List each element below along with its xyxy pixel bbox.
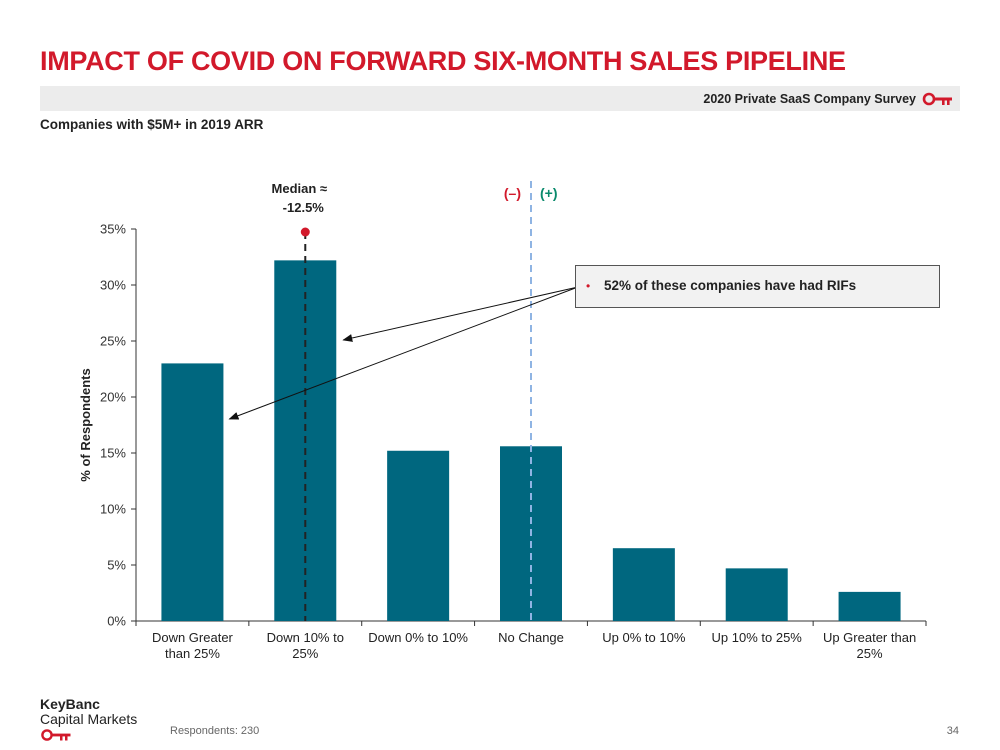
bar-0 [161,363,224,621]
y-tick-label: 0% [107,614,126,629]
y-tick-label: 25% [100,334,126,349]
callout-text: 52% of these companies have had RIFs [604,278,857,293]
y-axis-title: % of Respondents [78,368,93,481]
x-tick-label: 25% [857,646,883,661]
key-logo-icon [922,92,952,106]
negative-label: (–) [504,185,521,201]
logo-keybanc: KeyBanc [40,696,100,712]
page-number: 34 [946,725,959,737]
median-label-line1: Median ≈ [272,181,328,196]
median-marker-dot [300,227,310,237]
y-tick-label: 20% [100,390,126,405]
x-tick-label: Up Greater than [823,630,916,645]
y-tick-label: 30% [100,278,126,293]
bar-5 [725,568,788,621]
positive-label: (+) [540,185,558,201]
y-tick-label: 15% [100,446,126,461]
median-label-line2: -12.5% [283,200,325,215]
respondents-note: Respondents: 230 [170,725,260,737]
bar-6 [838,591,901,621]
x-tick-label: than 25% [165,646,220,661]
x-tick-label: No Change [498,630,564,645]
y-tick-label: 10% [100,502,126,517]
x-tick-label: Down 10% to [267,630,344,645]
footer-key-logo-icon [41,729,71,741]
x-tick-label: Down Greater [152,630,234,645]
bar-2 [387,450,450,621]
callout-arrow [228,286,579,420]
callout-arrow [342,286,579,342]
bar-4 [612,548,675,621]
page-title: IMPACT OF COVID ON FORWARD SIX-MONTH SAL… [40,46,846,76]
x-tick-label: Up 10% to 25% [712,630,803,645]
rif-callout: • 52% of these companies have had RIFs [575,265,940,308]
bullet-icon: • [586,279,591,293]
y-tick-label: 35% [100,222,126,237]
chart-subtitle: Companies with $5M+ in 2019 ARR [40,117,264,132]
x-tick-label: Down 0% to 10% [368,630,468,645]
logo-capital-markets: Capital Markets [40,711,138,727]
survey-label: 2020 Private SaaS Company Survey [703,92,916,106]
x-tick-label: Up 0% to 10% [602,630,686,645]
y-tick-label: 5% [107,558,126,573]
x-tick-label: 25% [292,646,318,661]
header-band [40,86,960,111]
